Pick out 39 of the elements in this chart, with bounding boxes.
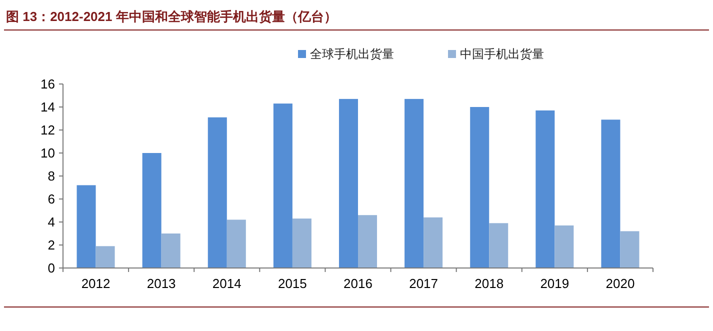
- x-tick-label: 2012: [81, 276, 110, 291]
- chart-title: 图 13：2012-2021 年中国和全球智能手机出货量（亿台）: [6, 9, 337, 24]
- bar: [470, 107, 490, 268]
- x-tick-label: 2016: [344, 276, 372, 291]
- bar: [273, 104, 292, 268]
- bar: [620, 231, 640, 268]
- bar: [142, 153, 162, 268]
- x-tick-label: 2014: [212, 276, 242, 291]
- x-tick-label: 2018: [474, 276, 504, 291]
- x-tick-label: 2020: [606, 276, 635, 291]
- x-tick-label: 2017: [409, 276, 438, 291]
- y-tick-label: 12: [40, 122, 55, 138]
- y-tick-label: 10: [40, 146, 55, 161]
- bar: [161, 234, 180, 268]
- bar: [292, 218, 312, 268]
- y-tick-label: 8: [48, 168, 55, 184]
- x-tick-label: 2019: [540, 276, 570, 291]
- legend-label: 全球手机出货量: [310, 47, 394, 62]
- bar: [338, 98, 358, 268]
- x-tick-label: 2015: [278, 276, 307, 291]
- bar: [208, 117, 227, 268]
- x-tick-label: 2013: [146, 276, 176, 291]
- y-tick-label: 0: [48, 260, 55, 276]
- bar: [96, 246, 115, 268]
- legend-label: 中国手机出货量: [460, 47, 544, 62]
- bar: [536, 110, 555, 268]
- bar: [76, 185, 96, 268]
- bar: [601, 120, 620, 268]
- y-tick-label: 6: [48, 192, 55, 207]
- bar: [226, 220, 246, 268]
- y-tick-label: 2: [48, 238, 55, 253]
- bar: [554, 225, 574, 268]
- bar: [358, 215, 378, 268]
- bar: [489, 223, 508, 268]
- bar: [424, 217, 443, 268]
- bar: [404, 98, 424, 268]
- y-tick-label: 16: [40, 76, 55, 92]
- y-tick-label: 4: [48, 214, 55, 230]
- y-tick-label: 14: [40, 100, 55, 115]
